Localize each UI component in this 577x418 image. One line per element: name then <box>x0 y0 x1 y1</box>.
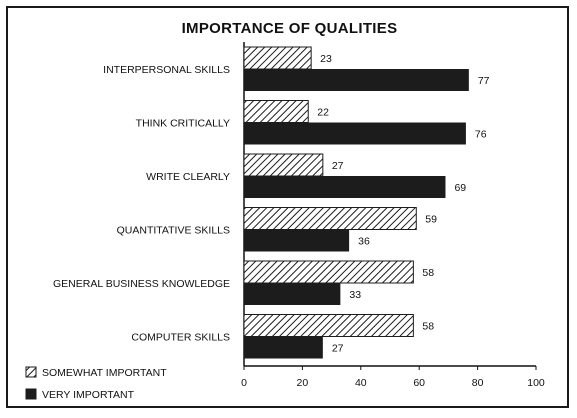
bar-somewhat-important <box>243 46 312 70</box>
data-label-very-important: 76 <box>475 129 487 141</box>
legend-label: VERY IMPORTANT <box>42 389 135 401</box>
legend-label: SOMEWHAT IMPORTANT <box>42 367 167 379</box>
bar-somewhat-important <box>243 314 414 337</box>
data-label-very-important: 33 <box>349 289 361 301</box>
x-tick-label: 0 <box>241 377 247 389</box>
bar-very-important <box>244 336 323 359</box>
data-label-very-important: 36 <box>358 236 370 248</box>
bar-somewhat-important <box>243 100 309 123</box>
data-label-somewhat-important: 22 <box>317 107 329 119</box>
x-tick-label: 100 <box>527 377 545 389</box>
data-label-very-important: 27 <box>332 343 344 355</box>
x-tick-label: 40 <box>355 377 367 389</box>
category-label: WRITE CLEARLY <box>146 171 230 183</box>
category-label: GENERAL BUSINESS KNOWLEDGE <box>53 278 230 290</box>
data-label-very-important: 69 <box>454 182 466 194</box>
category-label: INTERPERSONAL SKILLS <box>103 64 230 76</box>
data-label-somewhat-important: 59 <box>425 214 437 226</box>
bar-very-important <box>244 229 350 252</box>
legend: SOMEWHAT IMPORTANT VERY IMPORTANT <box>25 366 167 401</box>
category-label: THINK CRITICALLY <box>136 118 230 130</box>
bar-somewhat-important <box>243 260 414 284</box>
data-label-somewhat-important: 23 <box>320 53 332 65</box>
bar-very-important <box>244 122 466 145</box>
x-tick-label: 60 <box>413 377 425 389</box>
x-tick-label: 80 <box>472 377 484 389</box>
bar-very-important <box>244 283 341 305</box>
x-tick-label: 20 <box>297 377 309 389</box>
legend-swatch-somewhat-important <box>25 366 37 378</box>
data-label-somewhat-important: 27 <box>332 160 344 172</box>
bar-very-important <box>244 69 469 91</box>
chart-title: IMPORTANCE OF QUALITIES <box>181 20 398 37</box>
legend-swatch-very-important <box>25 388 37 400</box>
bar-somewhat-important <box>243 207 417 230</box>
data-label-very-important: 77 <box>478 75 490 87</box>
data-label-somewhat-important: 58 <box>422 321 434 333</box>
category-label: QUANTITATIVE SKILLS <box>117 225 230 237</box>
bars <box>243 46 469 359</box>
bar-very-important <box>244 176 446 198</box>
bar-somewhat-important <box>243 153 324 177</box>
category-label: COMPUTER SKILLS <box>131 332 230 344</box>
axes <box>243 42 537 370</box>
labels: 0 20 40 60 80 100 23 77 INTERPERSONAL SKILLS 22 76… <box>53 53 545 389</box>
data-label-somewhat-important: 58 <box>422 267 434 279</box>
